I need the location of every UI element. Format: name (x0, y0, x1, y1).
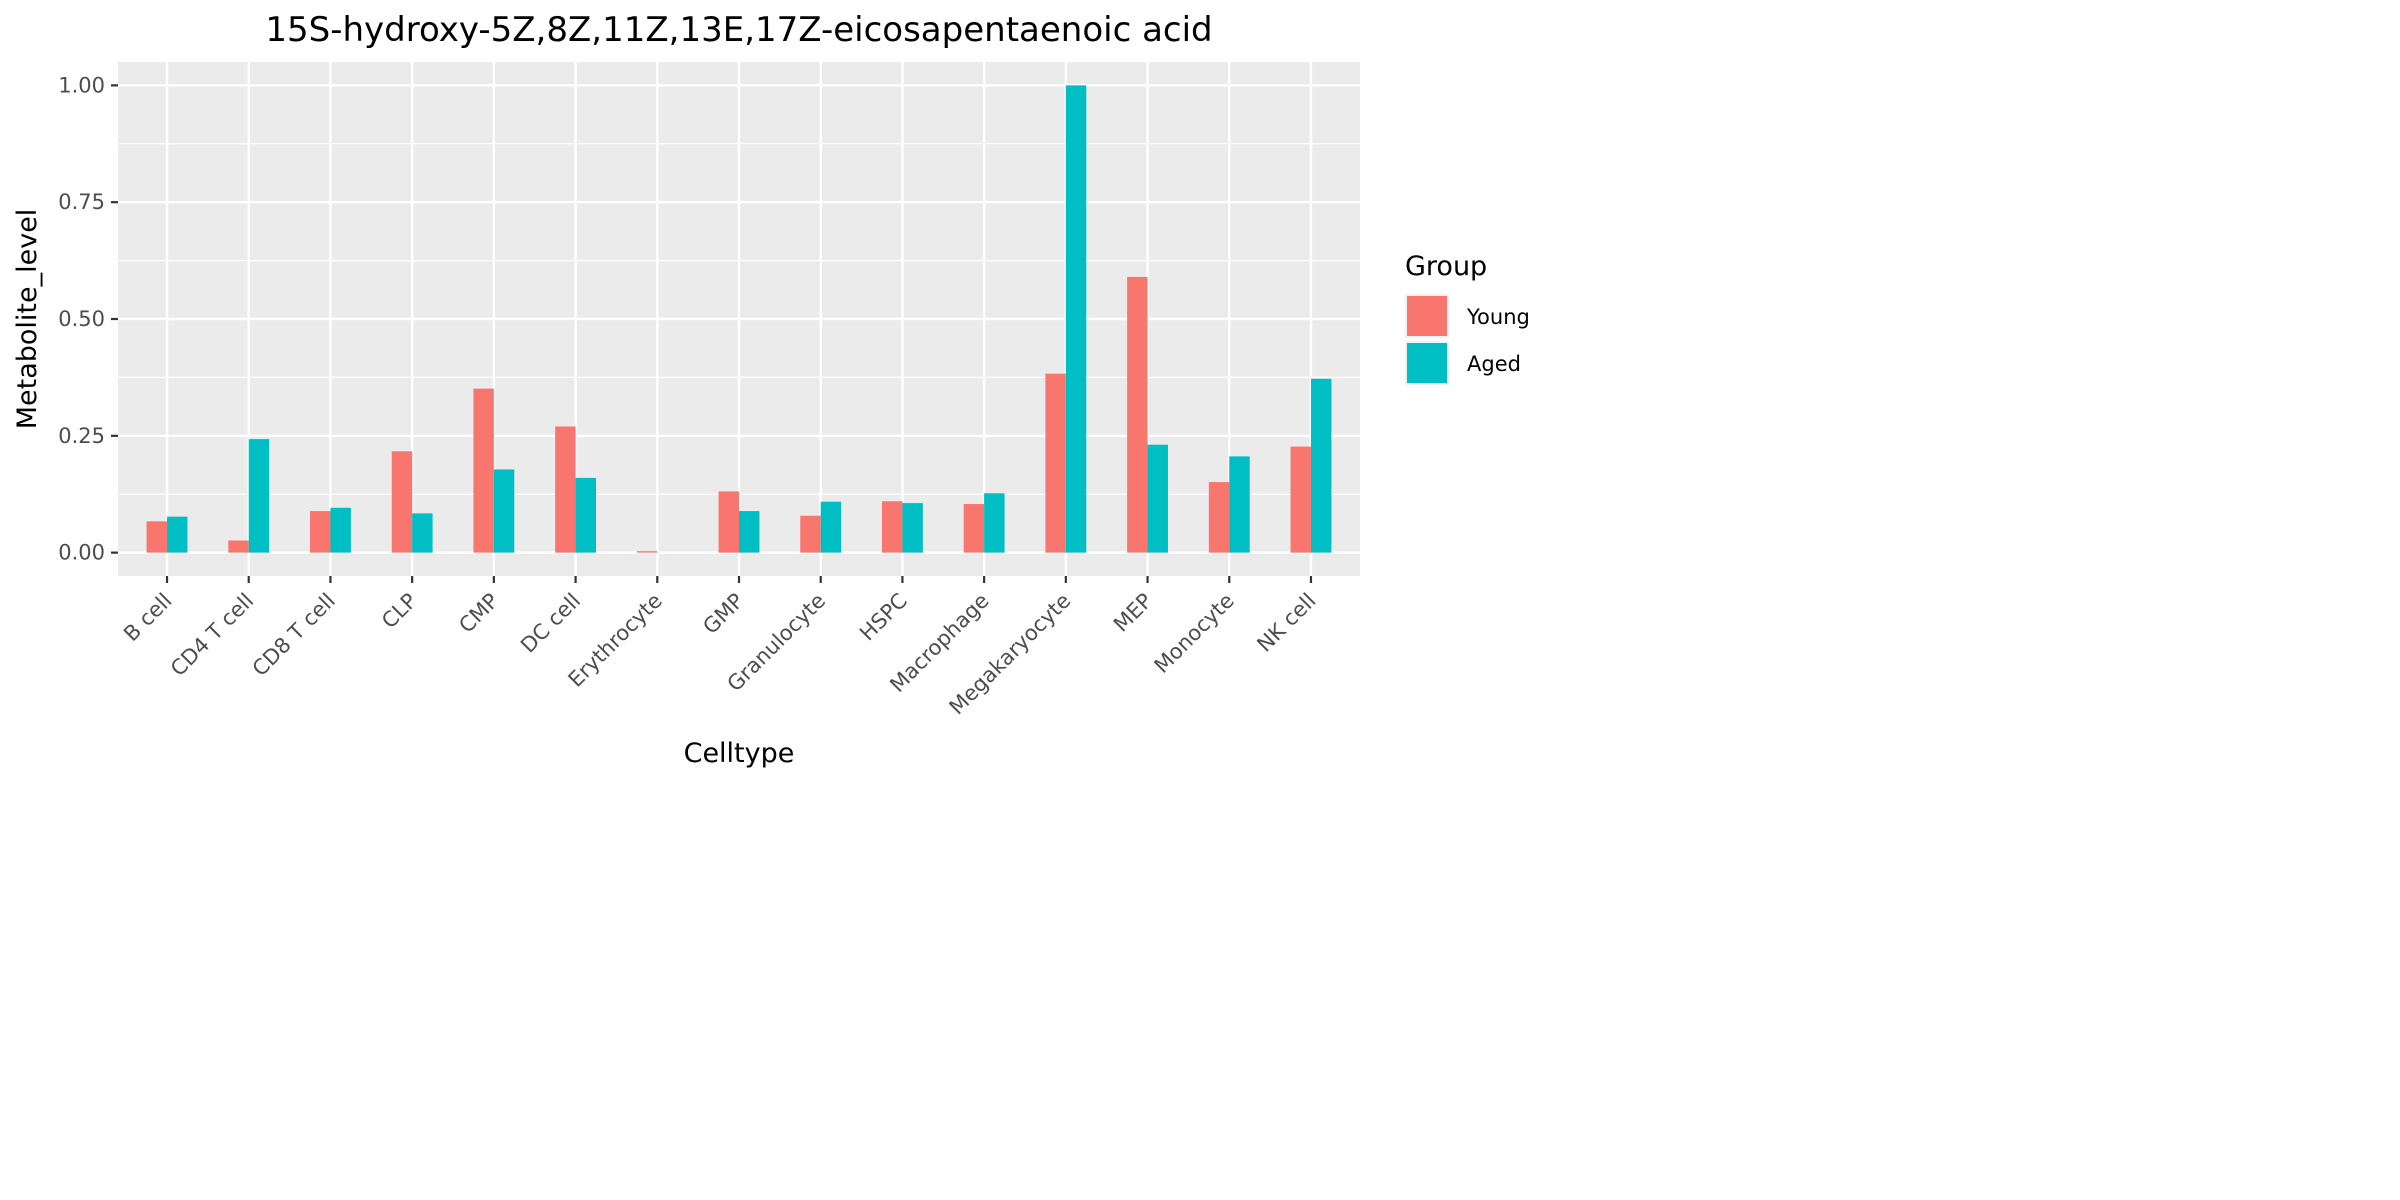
bar-aged (1229, 456, 1250, 553)
bar-young (881, 501, 903, 553)
y-tick-label: 0.50 (58, 307, 105, 331)
x-tick-label: HSPC (855, 589, 912, 646)
x-tick-label: Monocyte (1150, 589, 1239, 678)
bar-young (636, 551, 658, 553)
bar-aged (1310, 378, 1332, 553)
legend-title: Group (1405, 251, 1487, 282)
y-tick-label: 0.00 (58, 541, 105, 565)
bar-aged (739, 511, 760, 553)
bar-aged (902, 503, 923, 553)
legend-key-aged (1407, 343, 1447, 383)
y-tick-label: 1.00 (58, 73, 105, 97)
bar-young (800, 515, 821, 553)
bar-aged (493, 469, 515, 553)
bar-young (1208, 482, 1230, 553)
legend-key-young (1407, 296, 1447, 336)
bar-aged (412, 513, 433, 553)
bar-young (146, 521, 168, 553)
bar-aged (1065, 85, 1087, 553)
y-axis-title: Metabolite_level (12, 209, 43, 430)
bars (146, 85, 1332, 553)
bar-young (473, 388, 494, 553)
bar-aged (248, 439, 270, 553)
bar-young (391, 451, 413, 553)
bar-young (718, 491, 739, 553)
x-tick-label: CD4 T cell (166, 589, 258, 681)
legend-label-young: Young (1466, 305, 1530, 329)
bar-aged (984, 493, 1005, 553)
y-tick-label: 0.25 (58, 424, 105, 448)
chart-title: 15S-hydroxy-5Z,8Z,11Z,13E,17Z-eicosapent… (265, 10, 1212, 50)
x-tick-label: CLP (377, 589, 422, 634)
x-tick-label: B cell (119, 589, 176, 646)
bar-aged (820, 501, 842, 553)
x-axis-title: Celltype (684, 738, 795, 769)
bar-aged (167, 516, 188, 553)
x-tick-label: CMP (454, 589, 503, 638)
x-tick-label: NK cell (1252, 589, 1320, 657)
bar-aged (330, 507, 351, 553)
bar-young (1127, 276, 1148, 553)
bar-aged (1147, 444, 1168, 553)
bar-young (1045, 373, 1066, 553)
bar-young (963, 504, 985, 553)
bar-young (555, 426, 576, 553)
bar-aged (575, 477, 597, 553)
bar-young (228, 540, 249, 553)
x-tick-label: DC cell (516, 589, 585, 658)
legend: Group Young Aged (1405, 251, 1530, 385)
legend-label-aged: Aged (1467, 352, 1521, 376)
y-tick-label: 0.75 (58, 190, 105, 214)
bar-young (1290, 446, 1311, 553)
y-axis: 0.00 0.25 0.50 0.75 1.00 (58, 73, 118, 565)
x-tick-label: GMP (698, 589, 748, 639)
bar-young (310, 511, 331, 553)
x-tick-label: CD8 T cell (248, 589, 340, 681)
x-tick-label: MEP (1109, 589, 1157, 637)
